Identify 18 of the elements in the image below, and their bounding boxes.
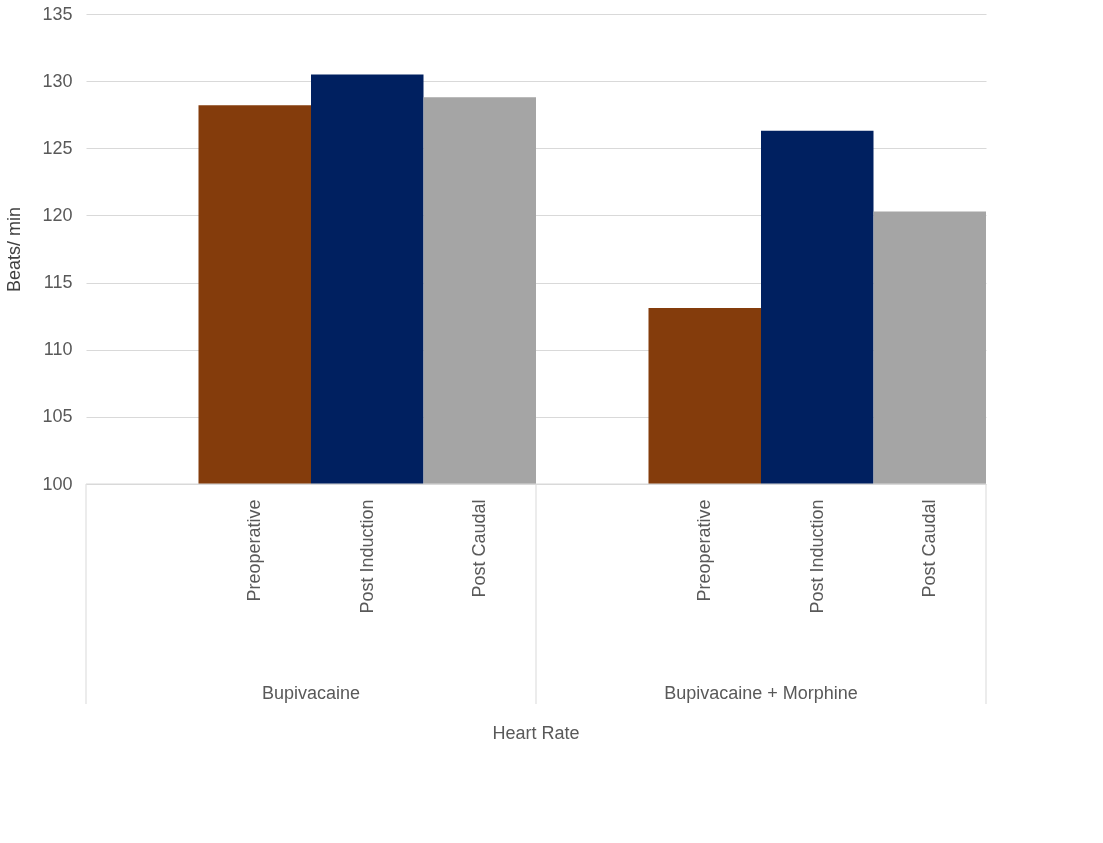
text: Heart Rate [492, 723, 580, 743]
x-tick-label: Preoperative [244, 499, 265, 602]
y-tick-label: 125 [42, 137, 73, 158]
x-tick-label: Post Induction [356, 499, 377, 614]
text: Bupivacaine [261, 683, 361, 703]
x-tick-label: Post Caudal [469, 499, 490, 598]
x-tick-label: Preoperative [694, 499, 715, 602]
y-tick-label: 100 [42, 473, 73, 494]
y-tick-label: 115 [43, 272, 73, 293]
y-axis-title: Beats/ min [4, 206, 25, 293]
y-tick-label: 130 [42, 70, 73, 91]
x-tick-label: Post Induction [806, 499, 827, 614]
y-tick-label: 110 [43, 339, 73, 360]
y-tick-label: 105 [42, 406, 73, 427]
y-tick-label: 135 [42, 3, 73, 24]
text: Bupivacaine + Morphine [664, 683, 858, 703]
x-tick-label: Post Caudal [919, 499, 940, 598]
y-tick-label: 120 [42, 204, 73, 225]
